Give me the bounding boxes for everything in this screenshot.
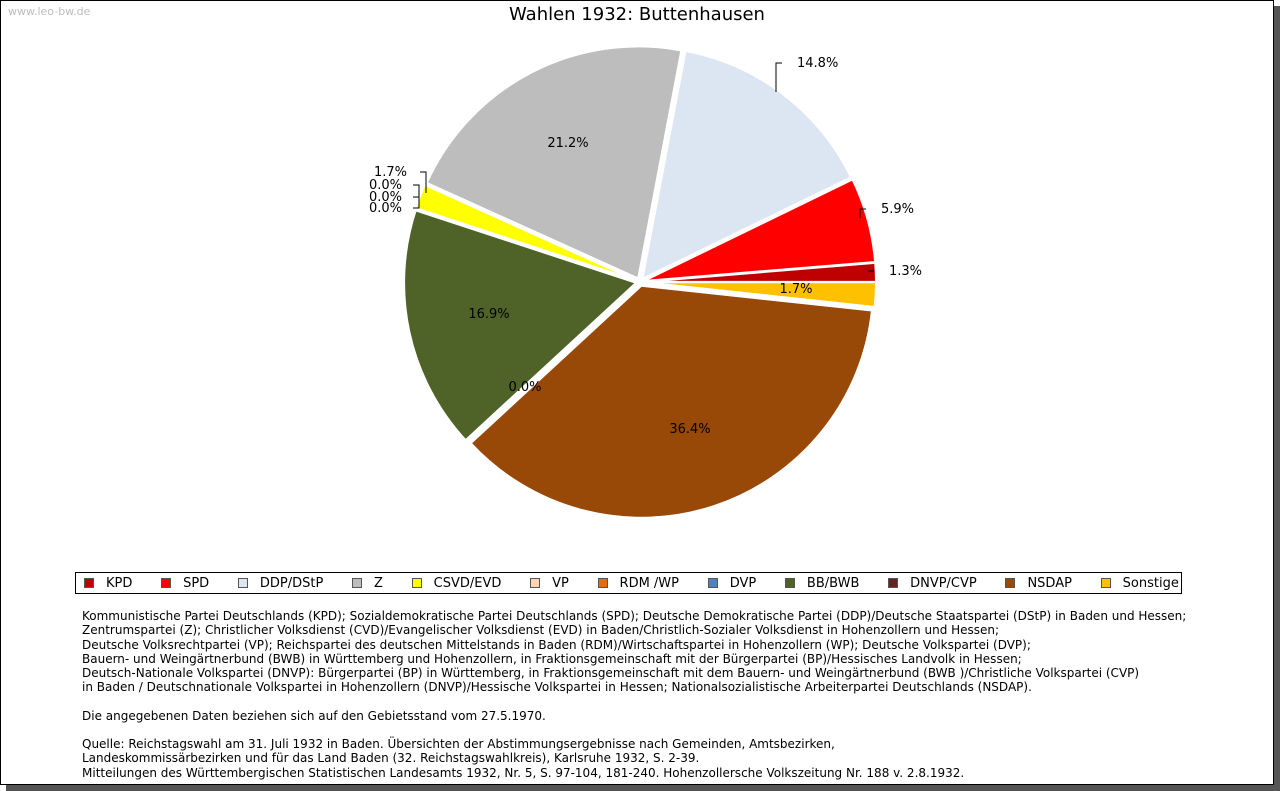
pie-slice-spd: [643, 178, 877, 282]
legend-label: DNVP/CVP: [910, 575, 977, 591]
legend-swatch: [1005, 578, 1016, 588]
legend-label: BB/BWB: [806, 575, 860, 591]
pie-slice-z: [425, 45, 683, 280]
legend-label: VP: [552, 575, 569, 591]
notes-source-line: Landeskommissärbezirken und für das Land…: [82, 751, 700, 766]
legend-label: DDP/DStP: [259, 575, 324, 591]
watermark: www.leo-bw.de: [8, 5, 91, 18]
slice-label: 5.9%: [881, 202, 914, 217]
pie-slice-nsdap: [469, 284, 874, 519]
legend-item: DNVP/CVP: [888, 576, 977, 591]
leader-line: [413, 193, 420, 198]
legend-item: CSVD/EVD: [411, 575, 502, 591]
chart-title: Wahlen 1932: Buttenhausen: [509, 4, 765, 25]
legend-swatch: [530, 578, 541, 588]
notes-source-line: Mitteilungen des Württembergischen Stati…: [82, 765, 965, 780]
legend-item: Z: [352, 576, 383, 591]
pie-slice-bb-bwb: [403, 209, 639, 442]
notes-parties-line: Deutsche Volksrechtpartei (VP); Reichspa…: [82, 637, 1031, 652]
pie-slice-ddp-dstp: [641, 49, 853, 281]
legend-swatch: [352, 578, 363, 588]
legend-label: KPD: [106, 575, 133, 591]
legend-swatch: [888, 578, 899, 588]
legend-item: DVP: [707, 575, 757, 591]
legend-swatch: [237, 578, 248, 588]
legend-swatch: [707, 578, 718, 588]
slice-label: 0.0%: [369, 178, 402, 193]
legend-item: SPD: [161, 576, 209, 591]
legend-label: Sonstige: [1122, 575, 1179, 591]
legend-label: NSDAP: [1027, 575, 1072, 591]
slice-label: 0.0%: [369, 190, 402, 205]
chart-legend: KPD SPD DDP/DStP Z CSVD/EVD VP RDM /WP DVP BB/BW…: [75, 572, 1182, 594]
leader-line: [420, 171, 427, 193]
legend-swatch: [597, 578, 608, 588]
legend-item: Sonstige: [1100, 575, 1179, 591]
leader-line: [413, 184, 420, 193]
slice-label: 0.0%: [369, 201, 402, 216]
slice-label: 14.8%: [797, 56, 838, 71]
legend-label: Z: [374, 575, 383, 591]
slice-label: 36.4%: [669, 422, 710, 437]
legend-item: VP: [530, 576, 569, 591]
notes-source-line: Quelle: Reichstagswahl am 31. Juli 1932 …: [82, 737, 835, 752]
slice-label: 1.3%: [889, 264, 922, 279]
legend-swatch: [84, 578, 94, 588]
leader-line: [413, 197, 420, 209]
legend-swatch: [161, 578, 172, 588]
notes-parties-line: Deutsch-Nationale Volkspartei (DNVP): Bü…: [82, 666, 1140, 681]
legend-label: CSVD/EVD: [433, 575, 502, 591]
leader-line: [859, 208, 866, 218]
notes-parties-line: in Baden / Deutschnationale Volkspartei …: [82, 680, 1032, 695]
chart-notes: Kommunistische Partei Deutschlands (KPD)…: [82, 609, 1202, 780]
notes-territory: Die angegebenen Daten beziehen sich auf …: [82, 708, 546, 723]
slice-label: 16.9%: [468, 307, 509, 322]
leader-line: [775, 62, 782, 92]
slice-label: 21.2%: [547, 136, 588, 151]
legend-item: DDP/DStP: [237, 575, 324, 591]
slice-label: 1.7%: [779, 282, 812, 297]
legend-swatch: [784, 578, 795, 588]
notes-parties-line: Kommunistische Partei Deutschlands (KPD)…: [82, 609, 1187, 623]
legend-item: NSDAP: [1005, 576, 1072, 591]
pie-slice-sonstige: [643, 281, 877, 309]
legend-label: DVP: [729, 575, 757, 591]
legend-swatch: [1100, 578, 1111, 588]
notes-parties-line: Zentrumspartei (Z); Christlicher Volksdi…: [82, 623, 1000, 638]
legend-label: RDM /WP: [619, 575, 679, 591]
legend-item: BB/BWB: [784, 575, 860, 591]
slice-label: 0.0%: [508, 380, 541, 395]
legend-swatch: [411, 578, 422, 588]
legend-label: SPD: [183, 575, 210, 591]
legend-item: KPD: [84, 576, 132, 591]
slice-label: 1.7%: [374, 165, 407, 180]
legend-item: RDM /WP: [597, 575, 679, 591]
notes-parties-line: Bauern- und Weingärtnerbund (BWB) in Wür…: [82, 651, 1022, 666]
